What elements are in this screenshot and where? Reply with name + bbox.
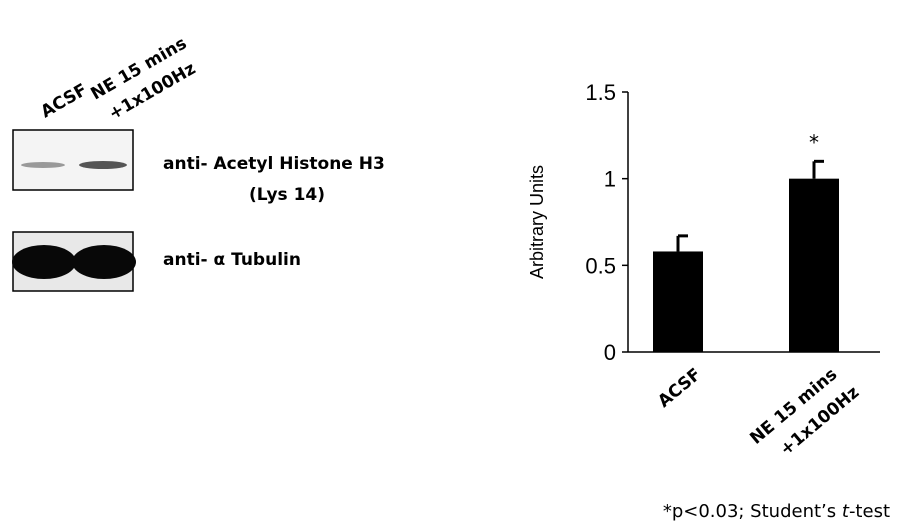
footnote-text: *p<0.03; Student’s xyxy=(663,501,842,522)
lane-label: ACSF xyxy=(38,80,91,122)
y-tick-label: 1.5 xyxy=(585,80,616,105)
y-tick-label: 1 xyxy=(604,167,616,192)
footnote-text: -test xyxy=(849,501,890,522)
bar xyxy=(653,251,703,352)
band-label: anti- Acetyl Histone H3 xyxy=(163,154,385,174)
y-axis-label: Arbitrary Units xyxy=(527,165,547,279)
blot-panel xyxy=(13,130,133,190)
y-tick-label: 0.5 xyxy=(585,253,616,278)
band xyxy=(72,245,136,279)
band-label: anti- α Tubulin xyxy=(163,250,301,270)
footnote: *p<0.03; Student’s t-test xyxy=(663,501,890,522)
band-label: (Lys 14) xyxy=(249,185,325,205)
y-tick-label: 0 xyxy=(604,340,616,365)
blot: ACSF NE 15 mins +1x100Hz anti- Acetyl Hi… xyxy=(12,33,385,291)
figure: ACSF NE 15 mins +1x100Hz anti- Acetyl Hi… xyxy=(0,0,899,529)
annotation: * xyxy=(809,130,819,154)
bar xyxy=(789,179,839,352)
band xyxy=(79,161,127,169)
band xyxy=(12,245,76,279)
x-tick-label: ACSF xyxy=(654,365,705,412)
band xyxy=(21,162,65,168)
